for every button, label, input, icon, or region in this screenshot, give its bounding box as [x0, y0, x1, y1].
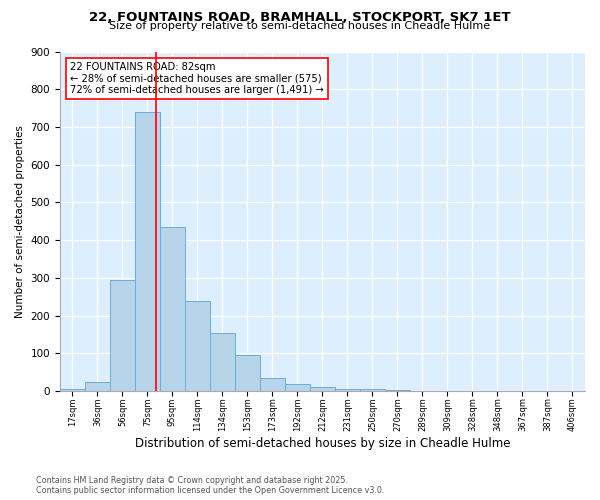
Text: 22, FOUNTAINS ROAD, BRAMHALL, STOCKPORT, SK7 1ET: 22, FOUNTAINS ROAD, BRAMHALL, STOCKPORT,… [89, 11, 511, 24]
Text: Contains HM Land Registry data © Crown copyright and database right 2025.
Contai: Contains HM Land Registry data © Crown c… [36, 476, 385, 495]
Text: Size of property relative to semi-detached houses in Cheadle Hulme: Size of property relative to semi-detach… [109, 21, 491, 31]
Bar [60, 390, 85, 391]
Bar [210, 332, 235, 391]
X-axis label: Distribution of semi-detached houses by size in Cheadle Hulme: Distribution of semi-detached houses by … [135, 437, 510, 450]
Bar [260, 378, 285, 391]
Bar [85, 382, 110, 391]
Y-axis label: Number of semi-detached properties: Number of semi-detached properties [15, 125, 25, 318]
Bar [110, 280, 135, 391]
Bar [235, 354, 260, 391]
Bar [285, 384, 310, 391]
Bar [360, 390, 385, 391]
Bar [185, 300, 210, 391]
Bar [135, 112, 160, 391]
Bar [160, 227, 185, 391]
Text: 22 FOUNTAINS ROAD: 82sqm
← 28% of semi-detached houses are smaller (575)
72% of : 22 FOUNTAINS ROAD: 82sqm ← 28% of semi-d… [70, 62, 324, 95]
Bar [335, 388, 360, 391]
Bar [310, 388, 335, 391]
Bar [385, 390, 410, 391]
